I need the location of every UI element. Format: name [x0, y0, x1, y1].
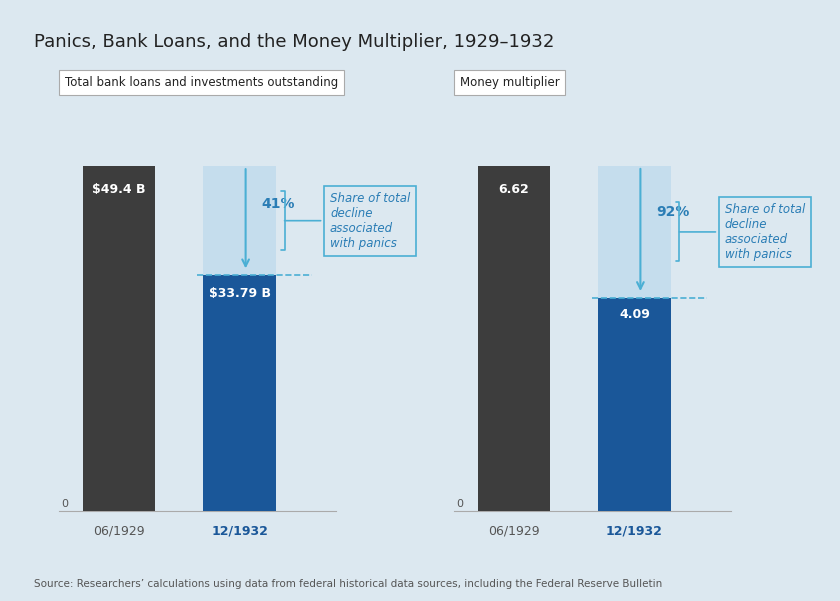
Bar [83, 166, 155, 511]
Text: 6.62: 6.62 [498, 183, 529, 197]
Text: 0: 0 [456, 499, 463, 509]
Text: Panics, Bank Loans, and the Money Multiplier, 1929–1932: Panics, Bank Loans, and the Money Multip… [34, 33, 554, 51]
Text: 92%: 92% [656, 205, 690, 219]
Text: $49.4 B: $49.4 B [92, 183, 146, 197]
Text: 4.09: 4.09 [619, 308, 650, 322]
Text: Total bank loans and investments outstanding: Total bank loans and investments outstan… [65, 76, 338, 89]
Bar [598, 298, 670, 511]
Text: Share of total
decline
associated
with panics: Share of total decline associated with p… [281, 191, 410, 250]
Bar [478, 166, 550, 511]
Bar [598, 166, 670, 511]
Bar [203, 166, 276, 511]
Text: Share of total
decline
associated
with panics: Share of total decline associated with p… [676, 203, 805, 261]
Text: 41%: 41% [261, 197, 295, 212]
Text: Money multiplier: Money multiplier [459, 76, 559, 89]
Text: Source: Researchers’ calculations using data from federal historical data source: Source: Researchers’ calculations using … [34, 579, 662, 589]
Text: 0: 0 [61, 499, 68, 509]
Bar [203, 275, 276, 511]
Text: $33.79 B: $33.79 B [208, 287, 270, 300]
